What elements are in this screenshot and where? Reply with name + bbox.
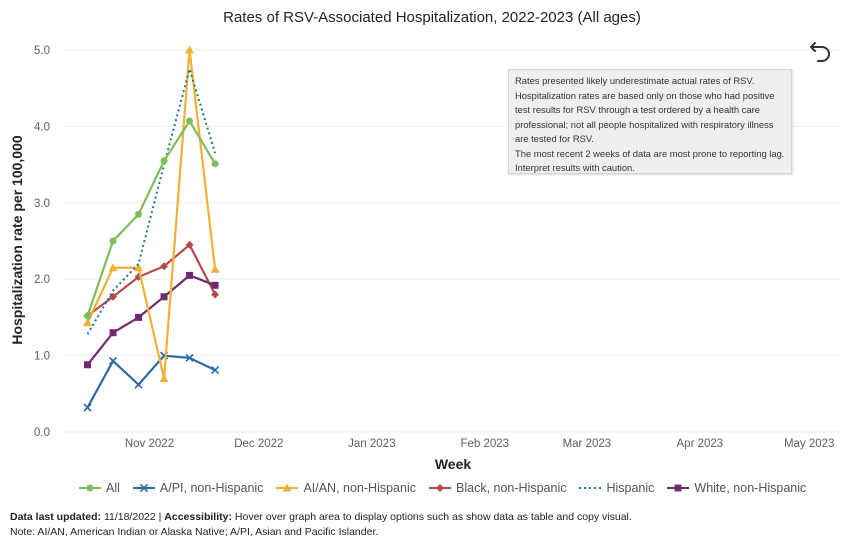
data-point[interactable] — [139, 483, 148, 493]
data-point[interactable] — [84, 312, 92, 320]
legend-swatch — [276, 483, 299, 492]
data-point[interactable] — [211, 281, 219, 289]
data-point[interactable] — [674, 484, 682, 492]
legend-item[interactable]: AI/AN, non-Hispanic — [275, 481, 416, 495]
legend-item[interactable]: White, non-Hispanic — [666, 481, 806, 495]
legend-item[interactable]: Hispanic — [578, 481, 654, 495]
footer-update-info: Data last updated: 11/18/2022 | Accessib… — [10, 511, 632, 523]
chart-series — [83, 45, 220, 412]
accessibility-text: Hover over graph area to display options… — [234, 511, 632, 523]
data-point[interactable] — [210, 264, 220, 273]
series-line[interactable] — [86, 274, 216, 366]
data-point[interactable] — [185, 353, 194, 362]
x-tick-label: Apr 2023 — [677, 438, 724, 450]
data-point[interactable] — [86, 484, 94, 492]
y-tick-label: 1.0 — [34, 351, 50, 363]
x-tick-label: Feb 2023 — [460, 438, 509, 450]
note-line-3: The most recent 2 weeks of data are most… — [515, 147, 785, 174]
data-point[interactable] — [211, 290, 220, 299]
accessibility-label: Accessibility: — [164, 511, 232, 523]
back-arrow-icon[interactable] — [806, 36, 836, 66]
data-point[interactable] — [108, 263, 118, 272]
x-tick-label: Nov 2022 — [125, 438, 174, 450]
data-point[interactable] — [211, 160, 219, 168]
legend-swatch — [579, 487, 602, 489]
legend-label: White, non-Hispanic — [694, 481, 807, 495]
legend-label: Black, non-Hispanic — [456, 481, 567, 495]
x-axis-label: Week — [435, 456, 472, 472]
data-point[interactable] — [109, 329, 117, 337]
data-point[interactable] — [186, 117, 194, 125]
y-axis-label: Hospitalization rate per 100,000 — [9, 135, 25, 345]
series-line[interactable] — [86, 243, 217, 317]
data-point[interactable] — [159, 374, 169, 383]
y-tick-label: 5.0 — [34, 45, 50, 57]
legend-swatch — [429, 484, 451, 492]
note-line-1: Rates presented likely underestimate act… — [515, 75, 755, 86]
legend-label: All — [106, 481, 120, 495]
note-line-2: Hospitalization rates are based only on … — [515, 89, 775, 145]
series-line[interactable] — [86, 49, 217, 379]
series-line[interactable] — [86, 118, 217, 317]
data-point[interactable] — [186, 271, 194, 279]
chart-title: Rates of RSV-Associated Hospitalization,… — [223, 9, 641, 26]
legend-label: AI/AN, non-Hispanic — [303, 481, 416, 495]
data-point[interactable] — [160, 262, 169, 271]
data-point[interactable] — [134, 380, 143, 389]
y-tick-label: 2.0 — [34, 274, 50, 286]
x-tick-label: May 2023 — [784, 438, 835, 450]
legend-item[interactable]: Black, non-Hispanic — [428, 481, 566, 495]
data-point[interactable] — [83, 403, 92, 412]
data-point[interactable] — [84, 361, 92, 369]
series-ai-an-non-hispanic — [83, 45, 220, 383]
y-tick-label: 0.0 — [34, 427, 50, 439]
x-tick-label: Jan 2023 — [348, 438, 395, 450]
data-point[interactable] — [108, 356, 118, 366]
data-point[interactable] — [160, 157, 168, 165]
y-tick-label: 3.0 — [34, 198, 50, 210]
data-point[interactable] — [436, 484, 444, 492]
data-point[interactable] — [83, 318, 93, 327]
legend-swatch — [132, 483, 155, 493]
legend-swatch — [667, 484, 690, 492]
legend-label: Hispanic — [606, 481, 655, 495]
data-updated-value: 11/18/2022 | — [103, 511, 162, 523]
data-point[interactable] — [135, 313, 143, 321]
legend-item[interactable]: All — [78, 481, 120, 495]
data-point[interactable] — [134, 263, 144, 272]
data-point[interactable] — [211, 366, 220, 375]
data-point[interactable] — [135, 210, 143, 218]
data-point[interactable] — [185, 240, 194, 249]
series-all — [84, 117, 219, 320]
legend-item[interactable]: A/PI, non-Hispanic — [132, 481, 264, 495]
series-line[interactable] — [86, 354, 216, 409]
data-point[interactable] — [282, 483, 292, 492]
series-a-pi-non-hispanic — [83, 351, 220, 412]
data-point[interactable] — [160, 293, 168, 301]
data-point[interactable] — [185, 45, 195, 54]
y-tick-label: 4.0 — [34, 121, 50, 133]
data-point[interactable] — [109, 237, 117, 245]
legend-label: A/PI, non-Hispanic — [159, 481, 264, 495]
footer-note: Note: AI/AN, American Indian or Alaska N… — [10, 526, 379, 538]
x-axis-ticks: Nov 2022 Dec 2022 Jan 2023 Feb 2023 Mar 2023… — [125, 438, 835, 450]
legend-swatch — [79, 484, 101, 492]
series-white-non-hispanic — [84, 271, 219, 369]
y-axis-ticks: 0.0 1.0 2.0 3.0 4.0 5.0 — [34, 45, 50, 439]
data-updated-label: Data last updated: — [10, 511, 102, 523]
x-tick-label: Dec 2022 — [234, 438, 283, 450]
disclaimer-note-box: Rates presented likely underestimate act… — [508, 69, 792, 174]
x-tick-label: Mar 2023 — [563, 438, 612, 450]
chart-legend: All A/PI, non-Hispanic AI/AN, non-Hispanic… — [78, 478, 818, 498]
